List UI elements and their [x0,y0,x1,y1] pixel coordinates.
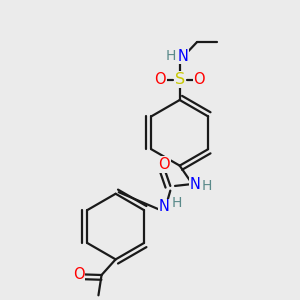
Text: H: H [166,49,176,63]
Text: N: N [159,200,170,214]
Text: H: H [202,179,212,193]
Text: O: O [193,72,205,87]
Text: N: N [190,177,201,192]
Text: S: S [175,72,185,87]
Text: O: O [158,157,170,172]
Text: O: O [73,267,84,282]
Text: H: H [171,196,182,210]
Text: O: O [154,72,166,87]
Text: N: N [177,49,188,64]
